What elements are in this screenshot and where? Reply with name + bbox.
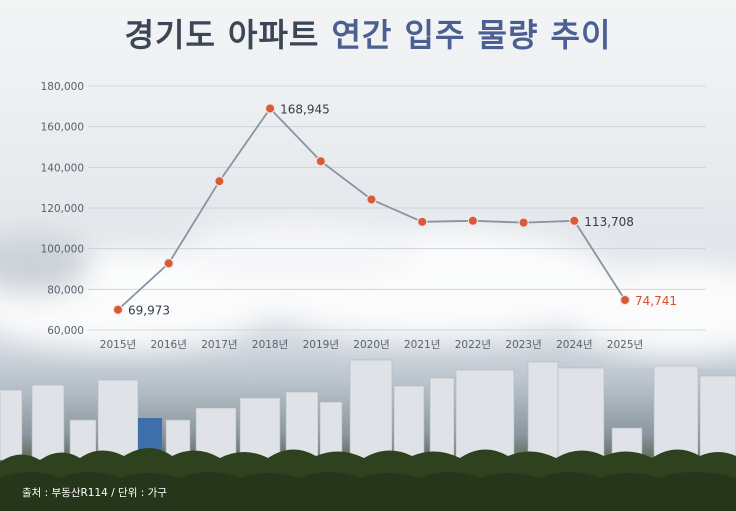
y-tick-label: 180,000 [41,81,84,93]
series-line [117,107,626,311]
y-tick-label: 140,000 [41,162,84,174]
data-label: 113,708 [584,215,634,229]
data-point [112,304,124,315]
y-tick-label: 100,000 [41,244,84,256]
y-tick-label: 120,000 [41,203,84,215]
data-point [417,216,428,228]
x-tick-label: 2016년 [151,339,187,351]
data-point [569,215,580,226]
data-point [163,258,174,269]
data-point [315,156,326,167]
title-part-main: 경기도 아파트 [124,16,320,54]
data-label: 74,741 [635,294,677,308]
x-tick-label: 2019년 [303,339,339,351]
x-tick-label: 2017년 [201,339,237,351]
data-label: 69,973 [128,304,170,318]
page-title: 경기도 아파트 연간 입주 물량 추이 [0,10,736,56]
x-tick-label: 2025년 [607,339,643,351]
x-tick-label: 2015년 [100,339,136,351]
data-point [264,103,276,114]
x-tick-label: 2023년 [505,339,541,351]
data-point [366,194,377,205]
x-tick-label: 2024년 [556,339,592,351]
source-note: 출처 : 부동산R114 / 단위 : 가구 [22,487,167,499]
data-point [214,175,225,187]
x-tick-label: 2022년 [455,339,491,351]
x-tick-label: 2021년 [404,339,440,351]
y-tick-label: 60,000 [47,325,84,337]
y-tick-label: 160,000 [41,122,84,134]
title-part-accent: 연간 입주 물량 추이 [331,16,612,54]
data-point [619,294,631,306]
y-tick-label: 80,000 [47,284,84,296]
x-tick-label: 2018년 [252,339,288,351]
data-point [518,217,529,228]
data-label: 168,945 [280,102,330,116]
x-tick-label: 2020년 [353,339,389,351]
data-point [467,215,479,227]
